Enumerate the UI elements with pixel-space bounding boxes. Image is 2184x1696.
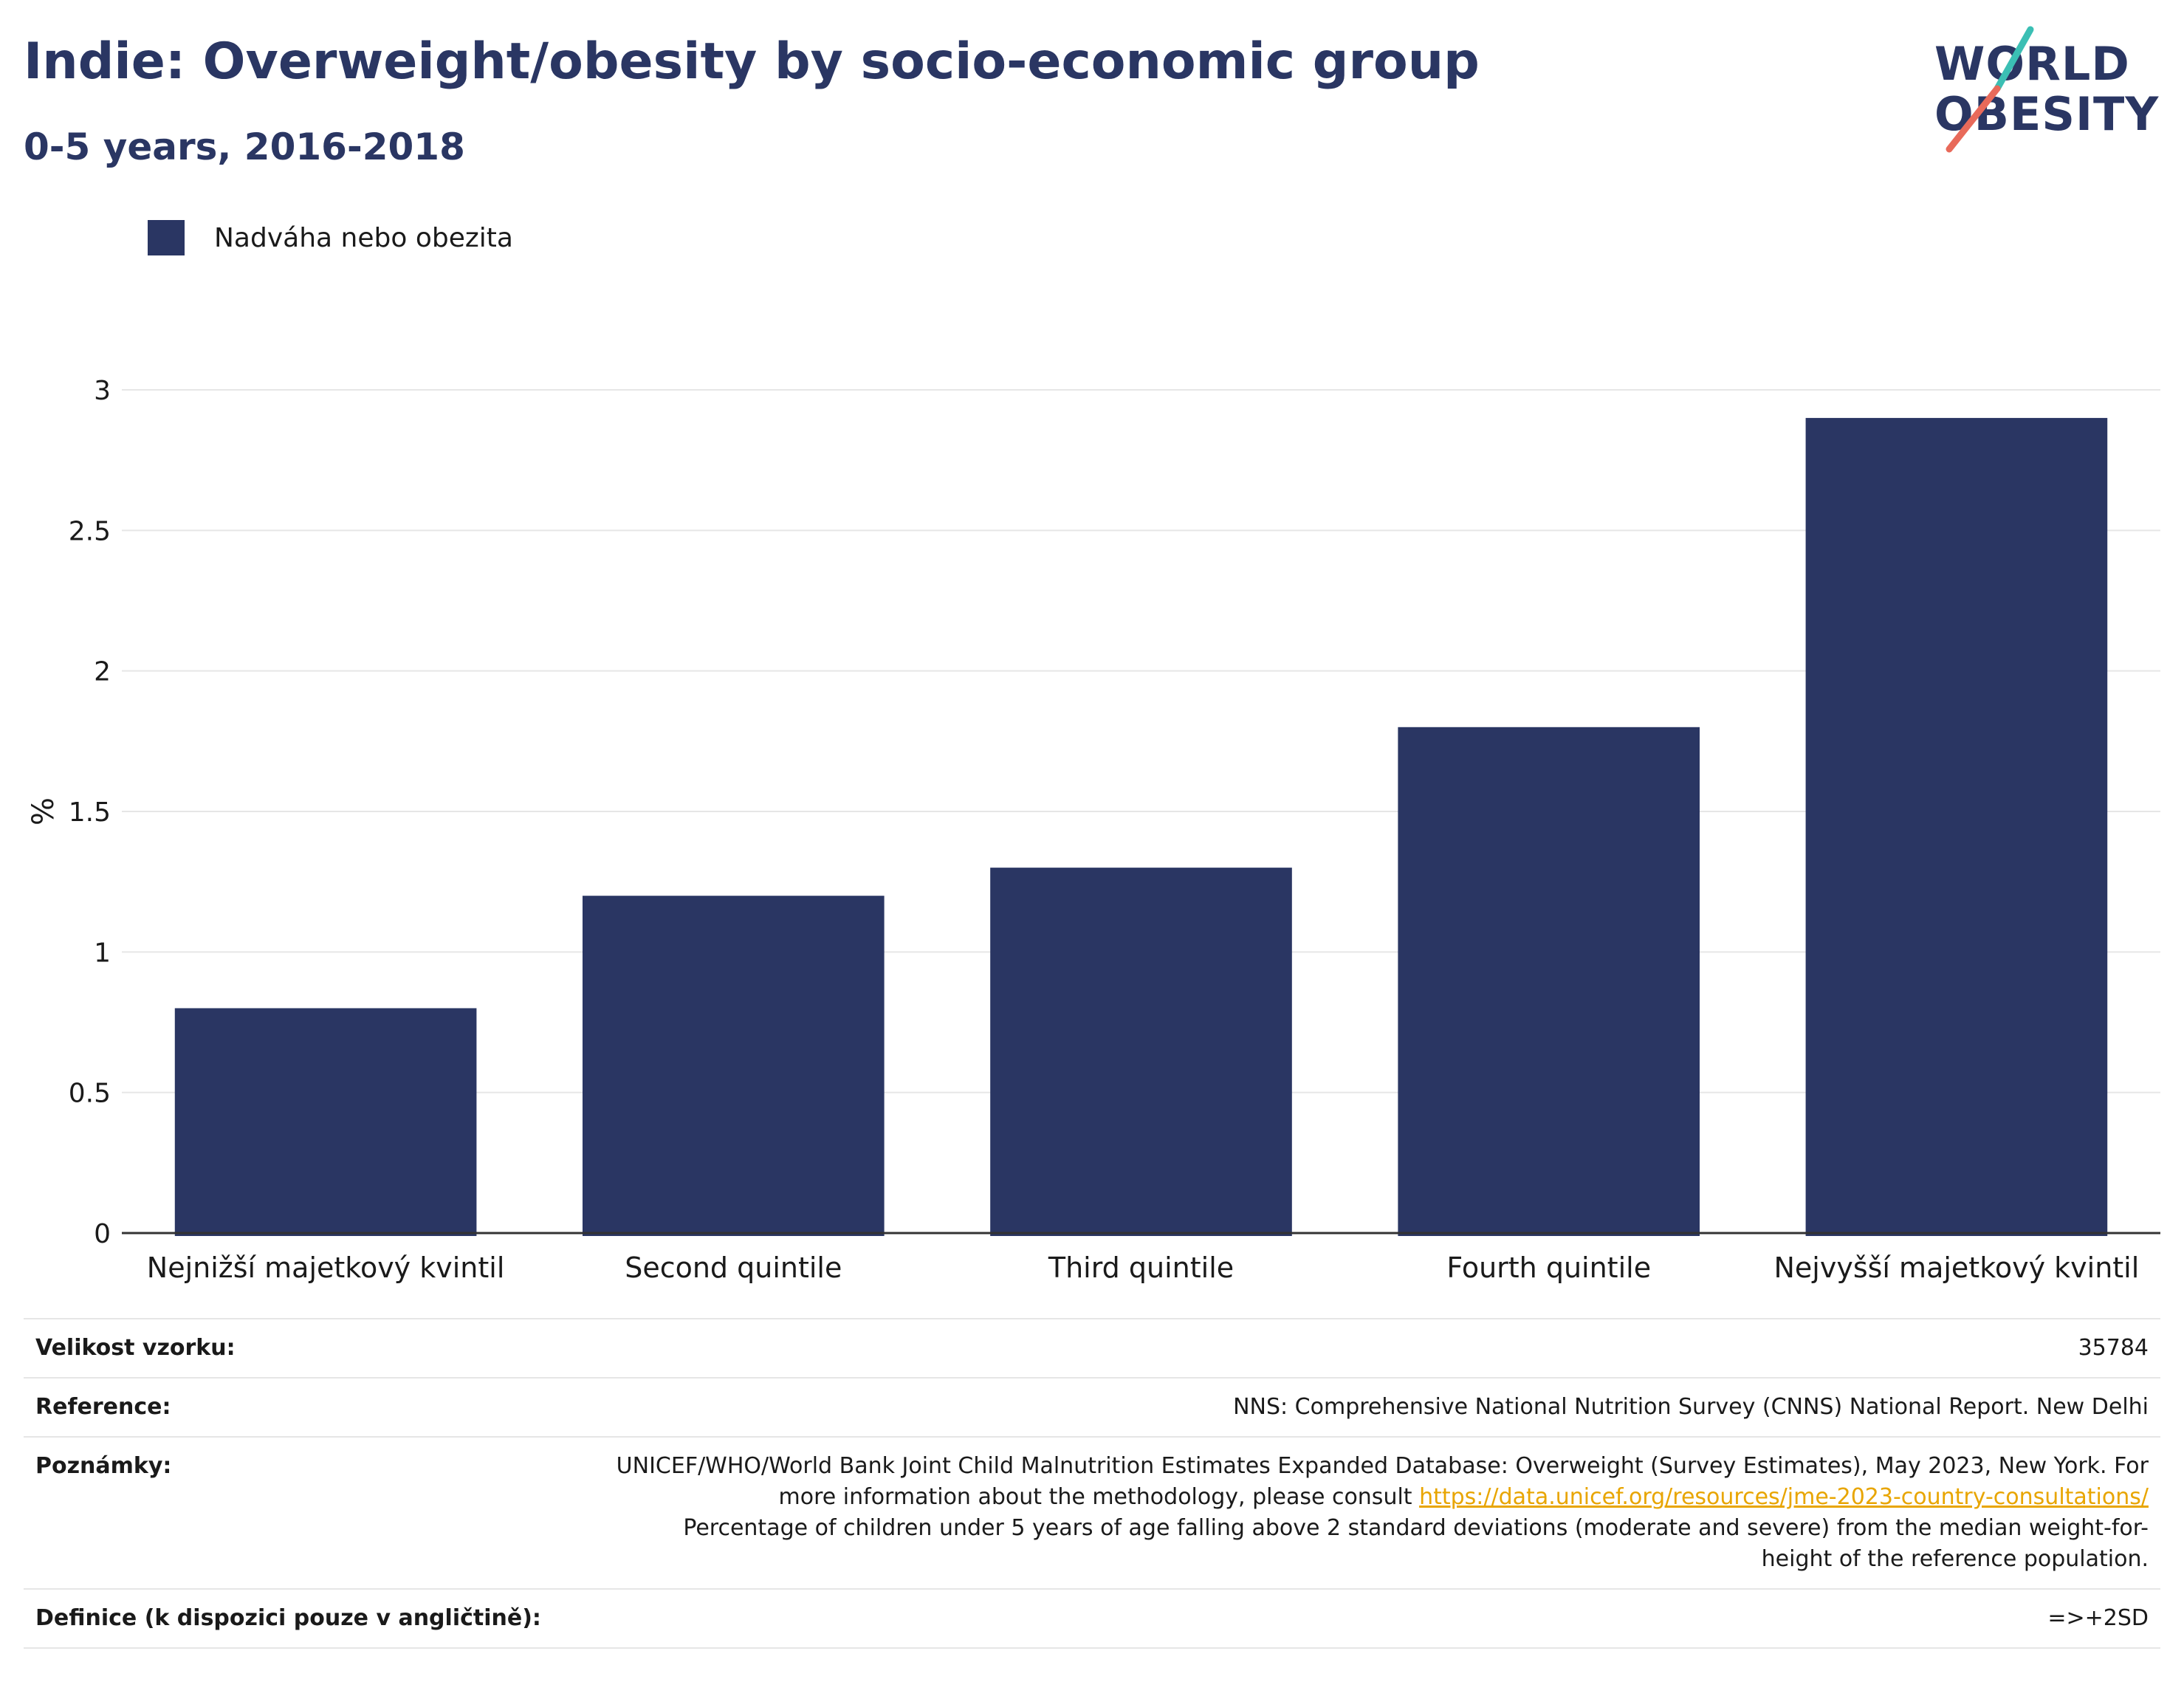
footer-table: Velikost vzorku: 35784 Reference: NNS: C… <box>24 1318 2160 1649</box>
sample-size-value: 35784 <box>2078 1335 2149 1361</box>
y-tick-label: 2 <box>94 657 111 687</box>
x-category-label: Nejvyšší majetkový kvintil <box>1773 1252 2139 1284</box>
chart-subtitle: 0-5 years, 2016-2018 <box>24 126 465 168</box>
legend-label: Nadváha nebo obezita <box>214 222 513 253</box>
footer-row-notes: Poznámky: UNICEF/WHO/World Bank Joint Ch… <box>24 1436 2160 1588</box>
legend: Nadváha nebo obezita <box>148 219 513 257</box>
legend-swatch <box>148 220 185 255</box>
logo-slash-icon <box>1946 26 2034 153</box>
bars <box>174 418 2108 1236</box>
reference-value: NNS: Comprehensive National Nutrition Su… <box>1233 1394 2149 1420</box>
y-tick-label: 3 <box>94 376 111 406</box>
definition-label: Definice (k dispozici pouze v angličtině… <box>35 1605 541 1631</box>
chart-title: Indie: Overweight/obesity by socio-econo… <box>24 32 1480 91</box>
logo-text-line2: OBESITY <box>1934 87 2160 141</box>
bar <box>582 896 885 1236</box>
x-category-label: Third quintile <box>1048 1252 1234 1284</box>
x-category-label: Nejnižší majetkový kvintil <box>147 1252 505 1284</box>
notes-value: UNICEF/WHO/World Bank Joint Child Malnut… <box>613 1451 2149 1575</box>
bar <box>1805 418 2108 1236</box>
bar <box>174 1008 477 1236</box>
notes-text-1: UNICEF/WHO/World Bank Joint Child Malnut… <box>616 1453 2149 1510</box>
y-axis-ticks: 0 0.5 1 1.5 2 2.5 3 <box>69 376 111 1249</box>
y-tick-label: 0.5 <box>69 1079 111 1109</box>
x-axis-labels: Nejnižší majetkový kvintil Second quintil… <box>147 1252 2140 1284</box>
notes-link[interactable]: https://data.unicef.org/resources/jme-20… <box>1419 1484 2149 1510</box>
bar-chart: 0 0.5 1 1.5 2 2.5 3 Nejnižší majetkový kvintil… <box>27 376 2160 1284</box>
sample-size-label: Velikost vzorku: <box>35 1335 236 1361</box>
x-category-label: Second quintile <box>625 1252 842 1284</box>
y-axis-title: % <box>27 797 61 825</box>
reference-label: Reference: <box>35 1394 171 1420</box>
y-tick-label: 1 <box>94 938 111 968</box>
logo-text-line1: WORLD <box>1934 37 2130 91</box>
footer-row-sample: Velikost vzorku: 35784 <box>24 1318 2160 1377</box>
x-category-label: Fourth quintile <box>1446 1252 1651 1284</box>
bar <box>990 868 1292 1236</box>
world-obesity-logo: WORLD OBESITY <box>1920 22 2171 155</box>
notes-text-2: Percentage of children under 5 years of … <box>683 1515 2149 1572</box>
notes-label: Poznámky: <box>35 1453 172 1479</box>
y-tick-label: 1.5 <box>69 797 111 828</box>
definition-value: =>+2SD <box>2047 1605 2149 1631</box>
y-tick-label: 2.5 <box>69 516 111 546</box>
footer-row-definition: Definice (k dispozici pouze v angličtině… <box>24 1588 2160 1649</box>
footer-row-reference: Reference: NNS: Comprehensive National N… <box>24 1377 2160 1436</box>
y-tick-label: 0 <box>94 1219 111 1249</box>
bar <box>1398 727 1700 1236</box>
